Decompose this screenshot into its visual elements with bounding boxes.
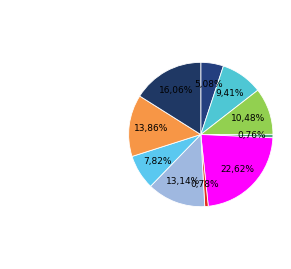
Text: 13,14%: 13,14% [166, 177, 200, 186]
Wedge shape [150, 134, 205, 207]
Text: 5,08%: 5,08% [194, 80, 223, 89]
Wedge shape [201, 62, 223, 134]
Text: 13,86%: 13,86% [134, 124, 168, 133]
Text: 10,48%: 10,48% [231, 114, 266, 123]
Wedge shape [132, 134, 201, 186]
Wedge shape [201, 134, 208, 207]
Text: 0,78%: 0,78% [191, 180, 219, 189]
Text: 7,82%: 7,82% [143, 157, 172, 166]
Wedge shape [140, 62, 201, 134]
Wedge shape [129, 96, 201, 157]
Wedge shape [201, 134, 273, 206]
Wedge shape [201, 66, 258, 134]
Text: 22,62%: 22,62% [221, 165, 255, 174]
Wedge shape [201, 90, 273, 134]
Text: 16,06%: 16,06% [159, 86, 194, 95]
Text: 0,76%: 0,76% [237, 131, 266, 140]
Wedge shape [201, 134, 273, 138]
Text: 9,41%: 9,41% [216, 89, 244, 98]
